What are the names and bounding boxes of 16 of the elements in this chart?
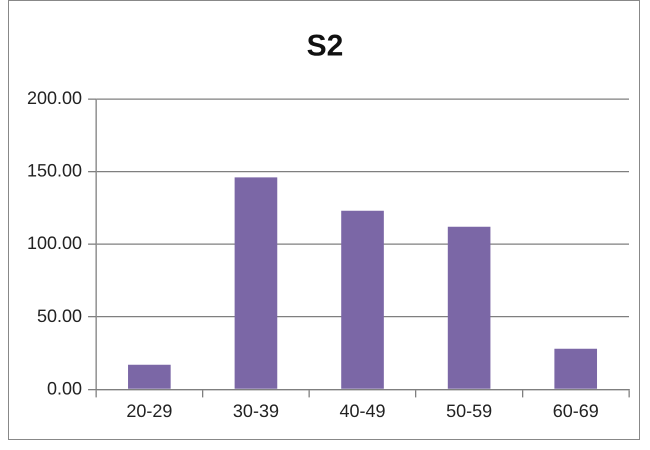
y-tick-label: 0.00 [47,378,82,398]
y-tick-label: 50.00 [37,306,82,326]
y-tick-label: 100.00 [26,233,82,254]
x-tick-label: 30-39 [232,401,279,422]
y-tick-label: 200.00 [26,88,82,108]
bar [234,177,278,389]
bar [448,226,490,389]
x-tick-label: 60-69 [552,401,599,422]
chart-title: S2 [306,29,344,62]
x-tick-label: 20-29 [126,401,172,422]
x-tick-label: 50-59 [446,401,492,422]
bar [128,364,171,389]
bar [341,210,384,389]
x-tick-label: 40-49 [340,401,386,422]
y-tick-label: 150.00 [26,160,82,181]
bar [554,348,598,389]
